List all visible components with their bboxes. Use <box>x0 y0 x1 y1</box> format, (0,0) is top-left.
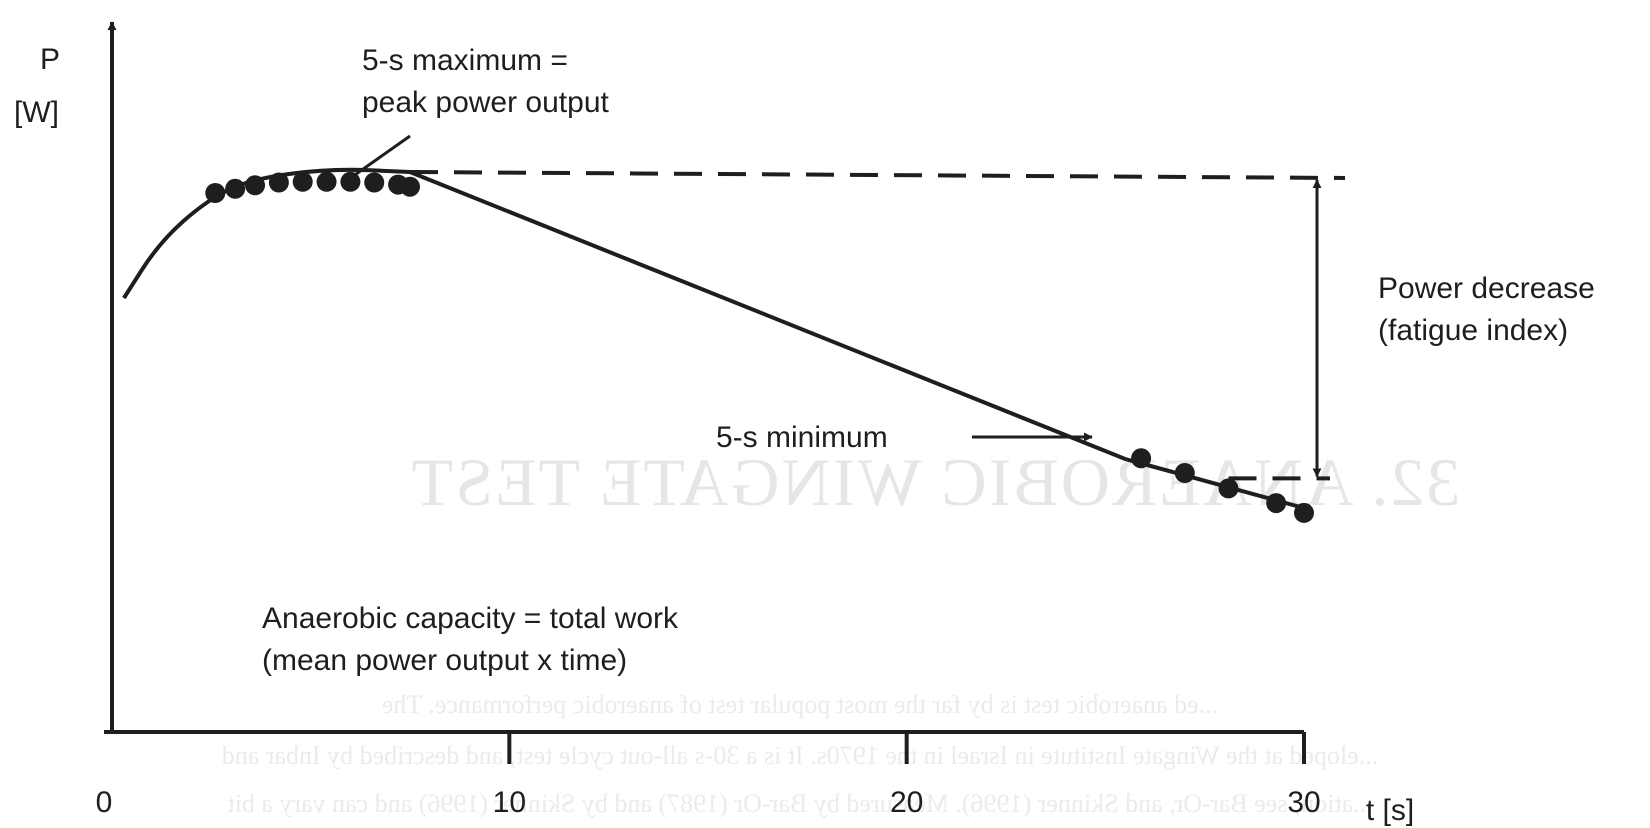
peak-annotation-line-2: peak power output <box>362 86 610 119</box>
x-axis-label: t [s] <box>1366 794 1414 827</box>
x-tick-label-0: 0 <box>96 786 113 819</box>
bleed-through-line-3: ...ation; see Bar-Or, and Skinner (1996)… <box>227 789 1373 818</box>
data-point-4 <box>268 172 289 193</box>
data-point-12 <box>1174 463 1195 483</box>
x-tick-label-30: 30 <box>1287 786 1320 819</box>
bleed-through-line-2: ...eloped at the Wingate Institute in Is… <box>222 741 1379 770</box>
data-point-13 <box>1218 478 1239 499</box>
data-point-11 <box>1131 448 1152 469</box>
y-axis-label-unit: [W] <box>14 96 59 129</box>
data-point-5 <box>292 171 313 192</box>
capacity-annotation-line-1: Anaerobic capacity = total work <box>262 602 679 635</box>
x-tick-labels: 0 10 20 30 <box>96 786 1321 819</box>
x-tick-label-20: 20 <box>890 786 923 819</box>
data-point-1 <box>205 183 226 203</box>
x-tick-label-10: 10 <box>493 786 526 819</box>
data-point-15 <box>1294 502 1314 523</box>
peak-pointer-arrow <box>341 134 411 186</box>
data-point-10 <box>400 176 420 197</box>
data-point-8 <box>364 172 385 193</box>
minimum-annotation: 5-s minimum <box>716 421 888 454</box>
data-point-14 <box>1266 493 1287 514</box>
data-point-2 <box>225 178 246 199</box>
power-decrease-annotation-line-2: (fatigue index) <box>1378 314 1568 347</box>
y-axis-label-symbol: P <box>40 43 60 76</box>
data-point-3 <box>245 175 266 196</box>
data-point-6 <box>316 171 337 192</box>
bleed-through-text: 32. ANAEROBIC WINGATE TEST ...ed anaerob… <box>222 444 1461 818</box>
axes <box>104 21 1304 734</box>
bleed-through-line-1: ...ed anaerobic test is by far the most … <box>382 690 1218 719</box>
x-ticks <box>507 732 1306 764</box>
peak-annotation-line-1: 5-s maximum = <box>362 44 568 77</box>
peak-power-dashed-line <box>409 170 1346 180</box>
power-decline-line <box>409 170 1305 510</box>
data-points <box>205 171 1314 523</box>
capacity-annotation-line-2: (mean power output x time) <box>262 644 627 677</box>
power-decrease-annotation-line-1: Power decrease <box>1378 272 1595 305</box>
